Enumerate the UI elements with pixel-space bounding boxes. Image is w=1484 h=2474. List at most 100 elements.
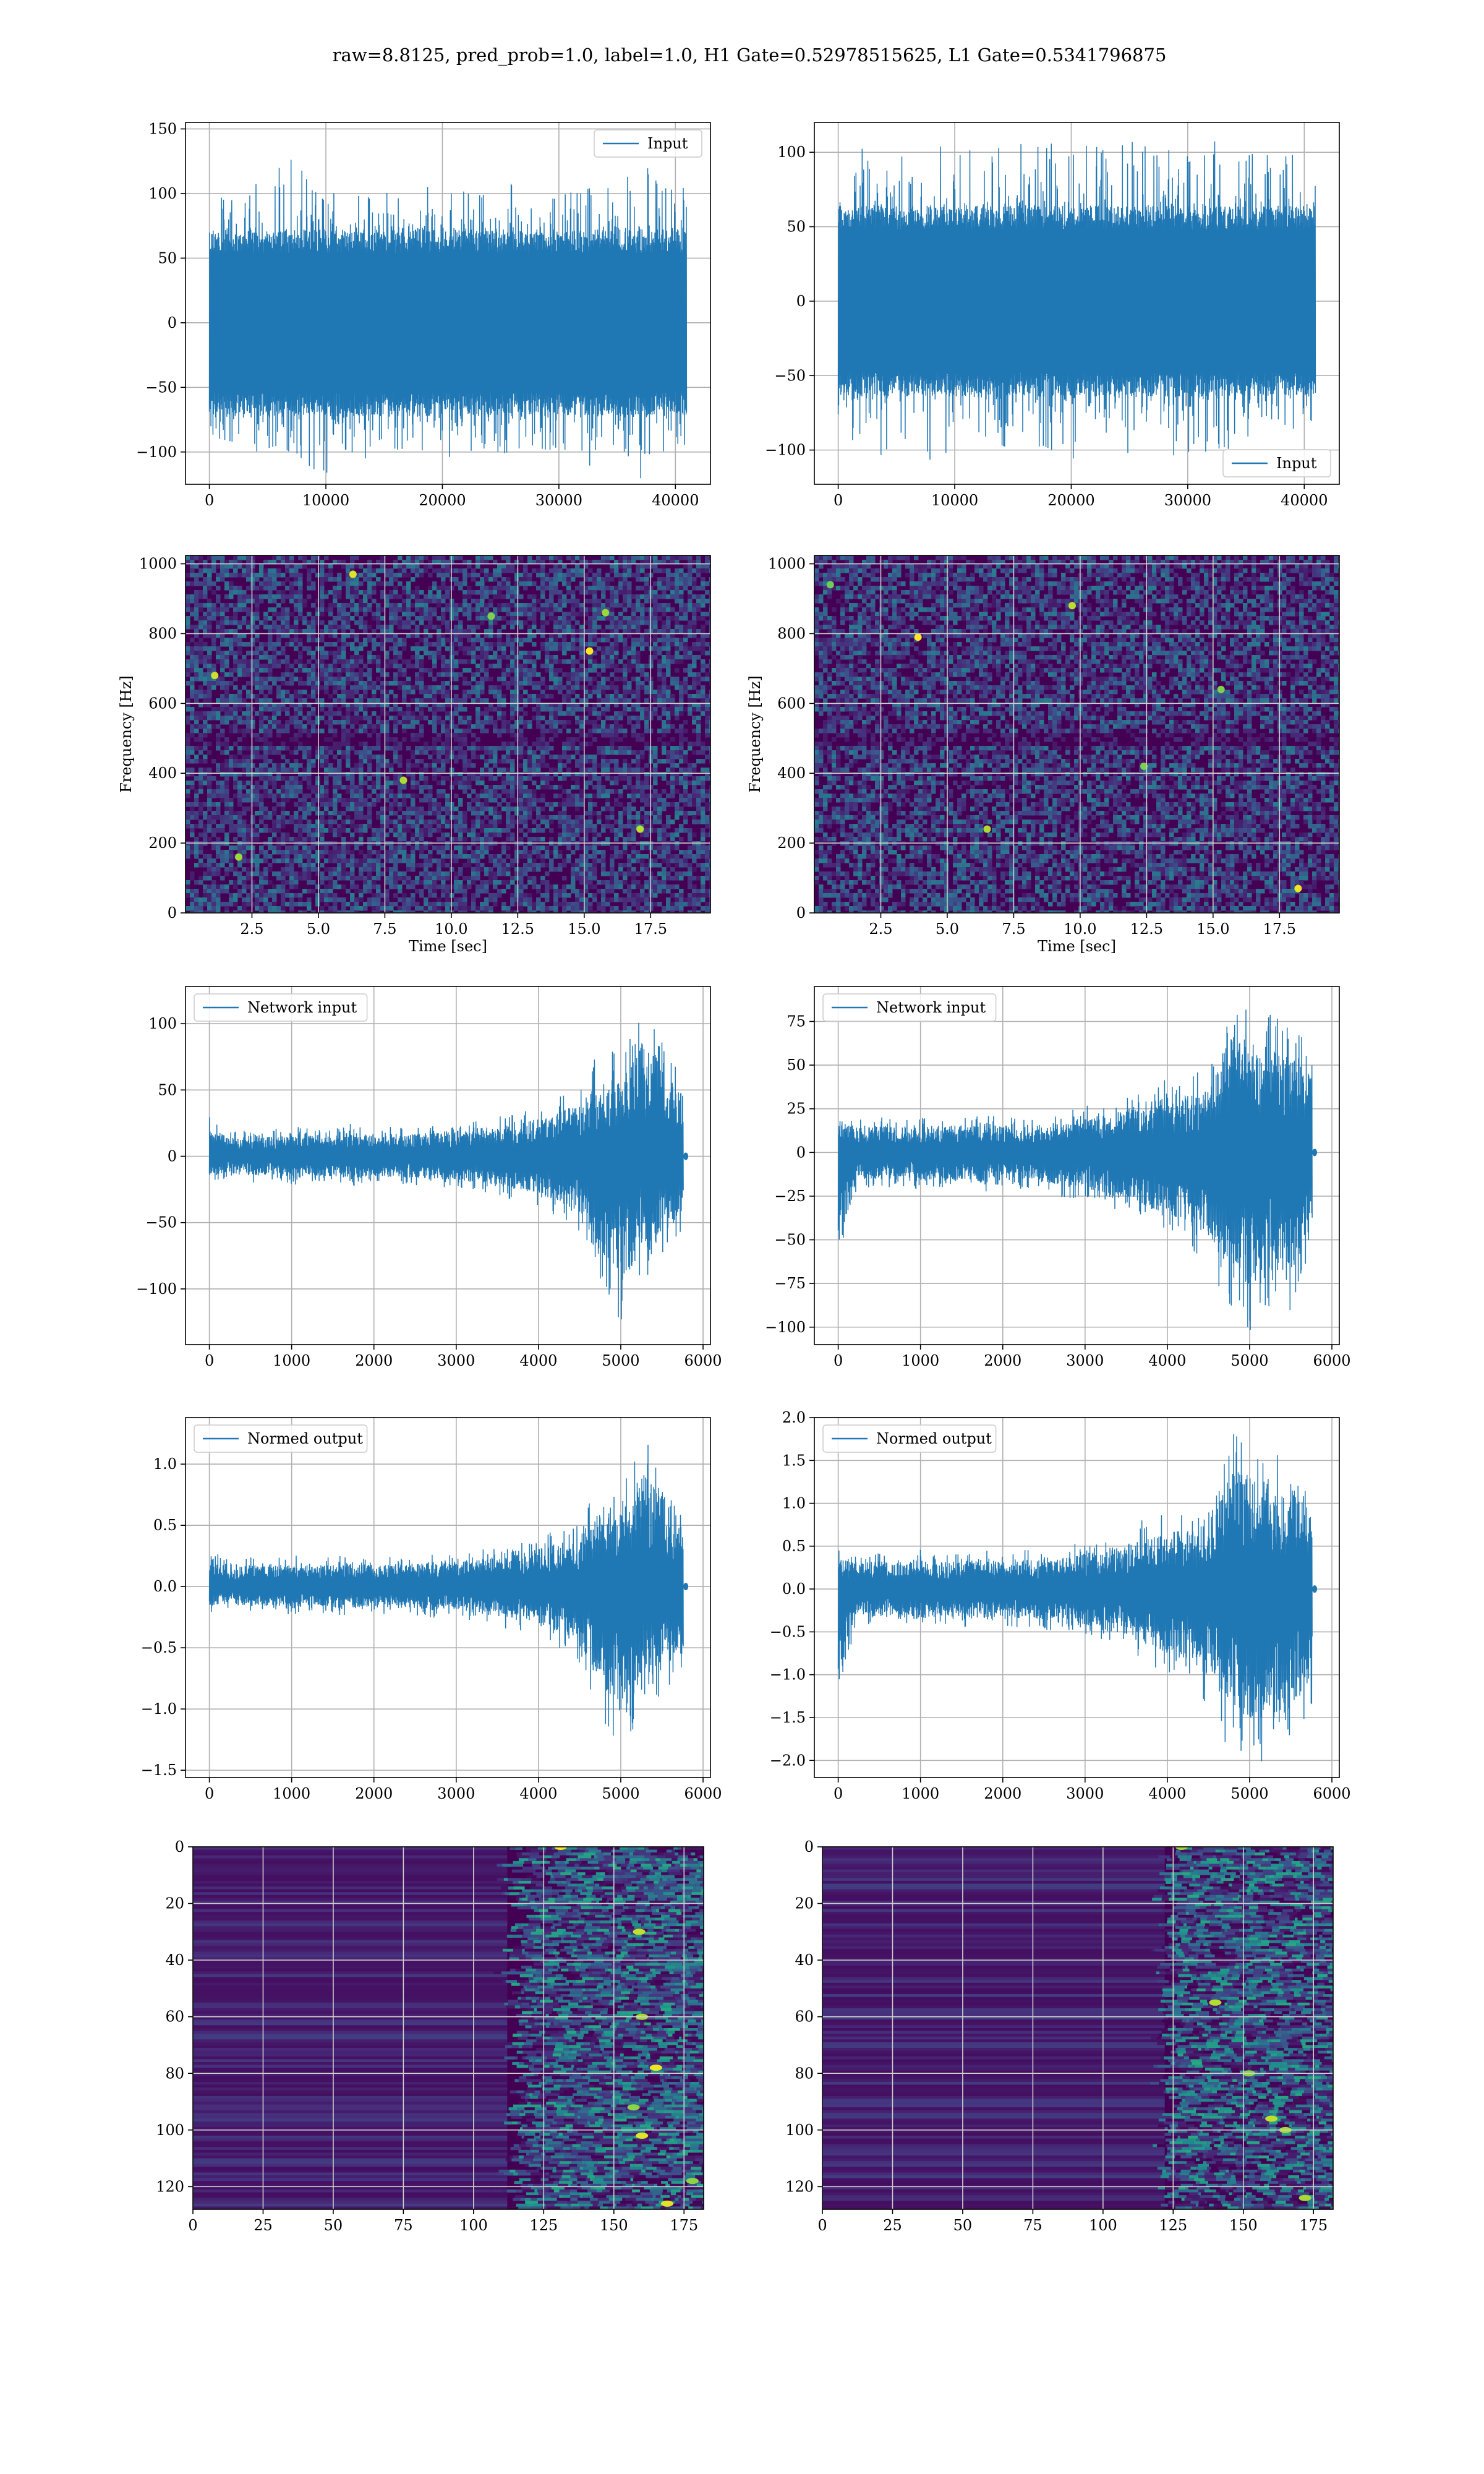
- spec-h1-cell: [497, 642, 502, 647]
- spec-h1-cell: [441, 594, 446, 599]
- spec-h1-cell: [320, 789, 325, 794]
- spec-h1-cell: [675, 716, 680, 721]
- spec-h1-cell: [186, 755, 190, 760]
- spec-h1-cell: [203, 681, 208, 686]
- spec-h1-cell: [333, 681, 338, 686]
- spec-h1-cell: [380, 668, 385, 673]
- spec-h1-cell: [657, 594, 662, 599]
- spec-h1-cells: [186, 555, 710, 913]
- spec-h1-cell: [233, 603, 238, 608]
- spec-h1-cell: [324, 785, 329, 790]
- spec-h1-cell: [614, 724, 619, 729]
- spec-h1-cell: [527, 789, 532, 794]
- spec-h1-cell: [514, 590, 519, 595]
- spec-h1-cell: [571, 707, 576, 712]
- spec-h1-cell: [363, 603, 368, 608]
- spec-h1-cell: [497, 586, 502, 591]
- spec-h1-cell: [623, 707, 628, 712]
- spec-h1-cell: [692, 742, 697, 747]
- spec-h1-cell: [454, 612, 459, 617]
- spec-h1-cell: [519, 794, 524, 798]
- spec-h1-cell: [406, 815, 411, 820]
- spec-h1-cell: [644, 742, 649, 747]
- spec-h1-cell: [510, 620, 515, 625]
- spec-h1-cell: [605, 772, 610, 777]
- spec-h1-cell: [372, 690, 377, 695]
- spec-h1-cell: [372, 586, 377, 591]
- spec-h1-cell: [510, 703, 515, 708]
- spec-h1-cell: [463, 694, 467, 699]
- spec-h1-cell: [519, 642, 524, 647]
- spec-h1-cell: [705, 716, 710, 721]
- spec-h1-cell: [376, 768, 381, 773]
- spec-h1-cell: [298, 707, 303, 712]
- spec-h1-cell: [488, 746, 493, 751]
- spec-h1-cell: [631, 638, 636, 643]
- spec-h1-cell: [545, 776, 550, 781]
- spec-h1-cell: [601, 807, 606, 811]
- spec-h1-cell: [532, 620, 537, 625]
- spec-h1-cell: [419, 811, 424, 816]
- spec-h1-cell: [298, 664, 303, 669]
- spec-h1-cell: [493, 594, 498, 599]
- spec-h1-cell: [579, 568, 584, 573]
- spec-h1-cell: [203, 703, 208, 708]
- spec-h1-cell: [268, 716, 273, 721]
- spec-h1-cell: [644, 685, 649, 690]
- spec-h1-cell: [614, 716, 619, 721]
- spec-h1-cell: [315, 664, 320, 669]
- spec-h1-cell: [623, 768, 628, 773]
- spec-h1-cell: [597, 573, 602, 578]
- spec-h1-cell: [584, 677, 589, 682]
- spec-h1-cell: [627, 620, 632, 625]
- spec-h1-cell: [242, 729, 247, 734]
- spec-h1-cell: [692, 763, 697, 768]
- spec-h1-cell: [532, 798, 537, 803]
- spec-h1-cell: [415, 564, 420, 569]
- spec-h1-cell: [640, 681, 645, 686]
- spec-h1-cell: [683, 720, 688, 725]
- spec-h1-cell: [350, 642, 355, 647]
- spec-h1-cell: [320, 594, 325, 599]
- spec-h1-cell: [233, 638, 238, 643]
- spec-h1-cell: [198, 625, 203, 630]
- spec-h1-cell: [207, 698, 212, 703]
- spec-h1-cell: [359, 798, 364, 803]
- spec-h1-cell: [605, 807, 610, 811]
- spec-h1-cell: [198, 802, 203, 807]
- spec-h1-cell: [701, 781, 706, 785]
- spec-h1-cell: [220, 672, 225, 677]
- spec-h1-cell: [618, 724, 623, 729]
- spec-h1-cell: [428, 633, 433, 638]
- spec-h1-cell: [424, 798, 429, 803]
- spec-h1-cell: [553, 564, 558, 569]
- spec-h1-cell: [610, 768, 615, 773]
- spec-h1-cell: [233, 703, 238, 708]
- spec-h1-cell: [229, 729, 234, 734]
- spec-h1-cell: [424, 594, 429, 599]
- spec-h1-cell: [229, 811, 234, 816]
- spec-h1-cell: [588, 664, 593, 669]
- spec-h1-cell: [441, 694, 446, 699]
- spec-h1-cell: [458, 729, 463, 734]
- spec-h1-cell: [354, 581, 359, 586]
- spec-h1-cell: [605, 638, 610, 643]
- spec-h1-cell: [406, 612, 411, 617]
- spec-h1-cell: [579, 651, 584, 656]
- spec-h1-cell: [484, 789, 489, 794]
- spec-h1-cell: [450, 646, 454, 651]
- spec-h1-cell: [315, 716, 320, 721]
- spec-h1-cell: [510, 729, 515, 734]
- spec-h1-cell: [696, 798, 701, 803]
- spec-h1-cell: [406, 560, 411, 565]
- spec-h1-cell: [532, 768, 537, 773]
- spec-h1-cell: [385, 638, 390, 643]
- spec-h1-cell: [406, 603, 411, 608]
- spec-h1-cell: [398, 820, 403, 824]
- spec-h1-cell: [653, 750, 658, 755]
- spec-h1-cell: [584, 698, 589, 703]
- spec-h1-cell: [571, 599, 576, 604]
- spec-h1-cell: [411, 820, 416, 824]
- spec-h1-cell: [592, 794, 597, 798]
- spec-h1-cell: [190, 711, 195, 716]
